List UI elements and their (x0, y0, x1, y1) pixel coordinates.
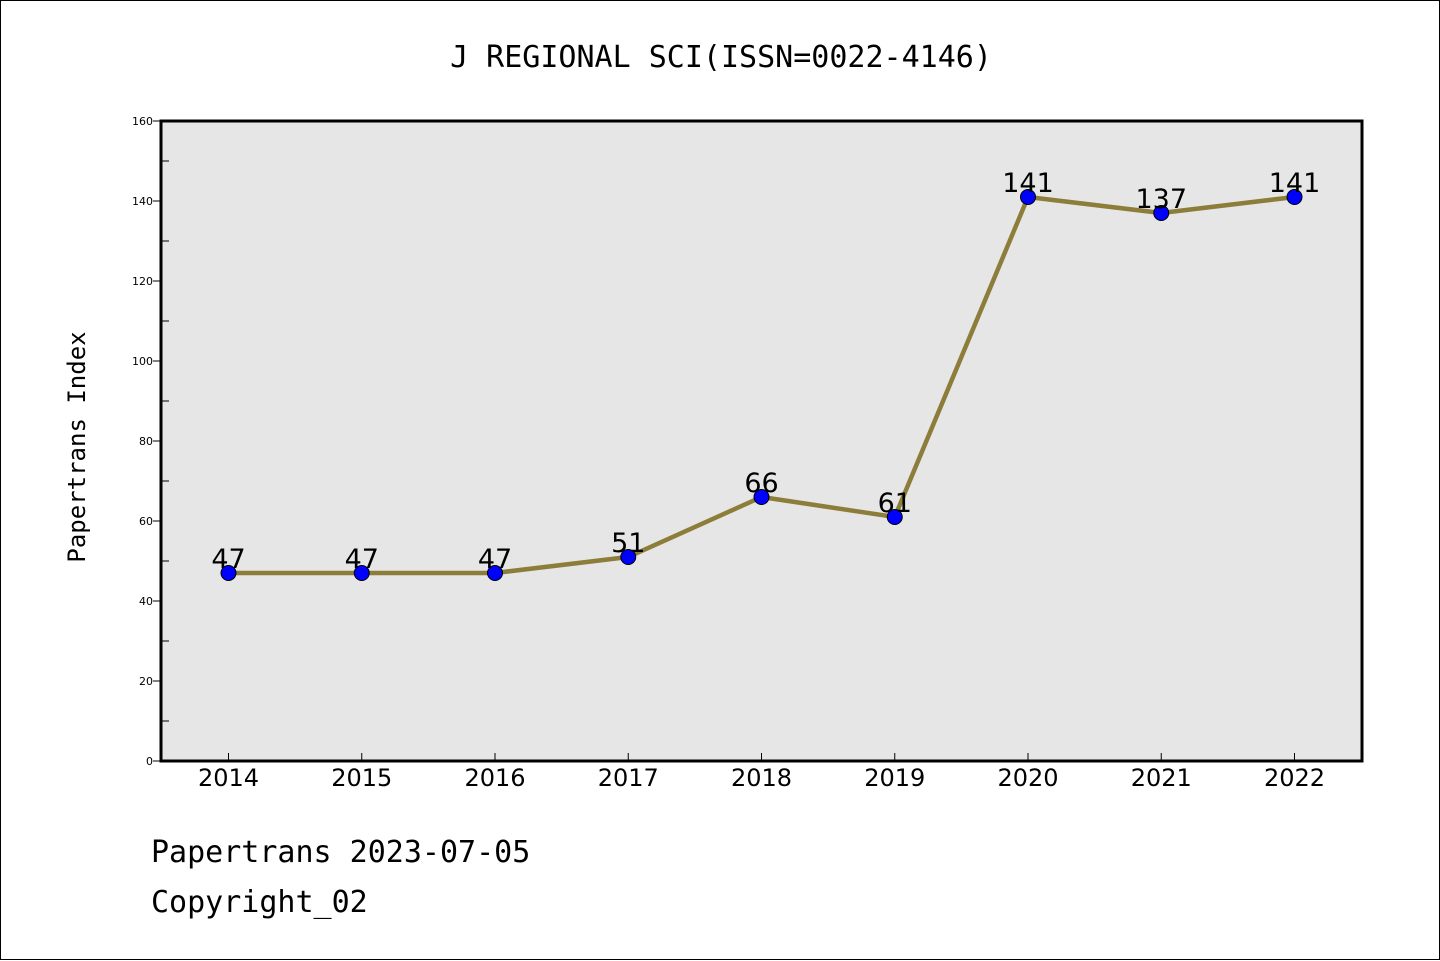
plot-frame (159, 119, 1364, 763)
y-tick-label: 80 (139, 435, 153, 448)
y-tick-label: 40 (139, 595, 153, 608)
plot-area (161, 121, 1362, 761)
data-point-marker (753, 489, 770, 505)
data-point-label: 47 (211, 544, 245, 575)
data-point-label: 141 (1002, 168, 1054, 199)
data-point-marker (886, 509, 903, 525)
data-label-layer: 47 47 47 51 66 61 141 137 141 (211, 168, 1320, 575)
data-point-marker (1020, 189, 1036, 205)
x-tick-label: 2022 (1264, 764, 1325, 792)
y-axis-label: Papertrans Index (63, 331, 91, 562)
y-tick-label: 160 (132, 115, 153, 128)
data-point-marker (620, 549, 637, 565)
marker-layer (220, 189, 1303, 581)
y-tick-label: 100 (132, 355, 153, 368)
footer-date-text: Papertrans 2023-07-05 (151, 835, 531, 870)
data-point-marker (1153, 205, 1170, 221)
x-tick-label: 2014 (198, 764, 259, 792)
x-tick-label: 2015 (331, 764, 392, 792)
data-point-label: 141 (1269, 168, 1321, 199)
data-point-marker (1286, 189, 1303, 205)
x-tick-label: 2019 (864, 764, 925, 792)
footer-copyright-text: Copyright_02 (151, 885, 368, 920)
data-point-label: 66 (744, 468, 778, 499)
chart-title: J REGIONAL SCI(ISSN=0022-4146) (450, 40, 992, 75)
y-tick-label: 0 (146, 755, 153, 768)
x-tick-label: 2018 (731, 764, 792, 792)
y-tick-label: 140 (132, 195, 153, 208)
data-point-label: 51 (611, 528, 645, 559)
data-point-label: 47 (345, 544, 379, 575)
x-tick-label: 2021 (1131, 764, 1192, 792)
x-axis-ticks: 2014 2015 2016 2017 2018 2019 2020 2021 2022 (198, 753, 1325, 792)
x-tick-label: 2017 (598, 764, 659, 792)
data-point-marker (220, 565, 237, 581)
y-tick-label: 20 (139, 675, 153, 688)
y-tick-label: 120 (132, 275, 153, 288)
x-tick-label: 2016 (464, 764, 525, 792)
data-point-marker (353, 565, 370, 581)
data-point-label: 137 (1135, 184, 1187, 215)
data-point-label: 47 (478, 544, 512, 575)
data-point-marker (487, 565, 503, 581)
x-tick-label: 2020 (997, 764, 1058, 792)
data-point-label: 61 (878, 488, 912, 519)
y-tick-label: 60 (139, 515, 153, 528)
